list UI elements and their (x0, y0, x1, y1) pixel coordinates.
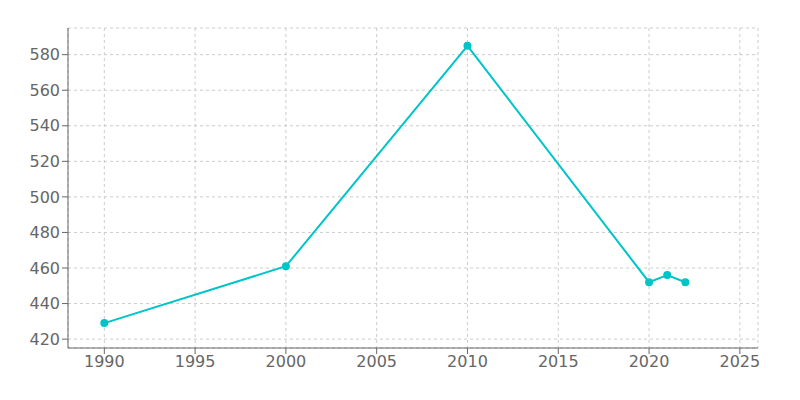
svg-text:2015: 2015 (538, 352, 579, 371)
svg-text:420: 420 (29, 330, 60, 349)
svg-text:1990: 1990 (84, 352, 125, 371)
svg-text:580: 580 (29, 45, 60, 64)
svg-text:2005: 2005 (356, 352, 397, 371)
svg-text:2025: 2025 (719, 352, 760, 371)
svg-text:440: 440 (29, 294, 60, 313)
svg-text:500: 500 (29, 188, 60, 207)
svg-text:520: 520 (29, 152, 60, 171)
svg-text:480: 480 (29, 223, 60, 242)
svg-text:1995: 1995 (175, 352, 216, 371)
svg-text:2010: 2010 (447, 352, 488, 371)
svg-text:460: 460 (29, 259, 60, 278)
svg-text:2000: 2000 (266, 352, 307, 371)
svg-text:2020: 2020 (629, 352, 670, 371)
svg-text:540: 540 (29, 116, 60, 135)
svg-text:560: 560 (29, 81, 60, 100)
